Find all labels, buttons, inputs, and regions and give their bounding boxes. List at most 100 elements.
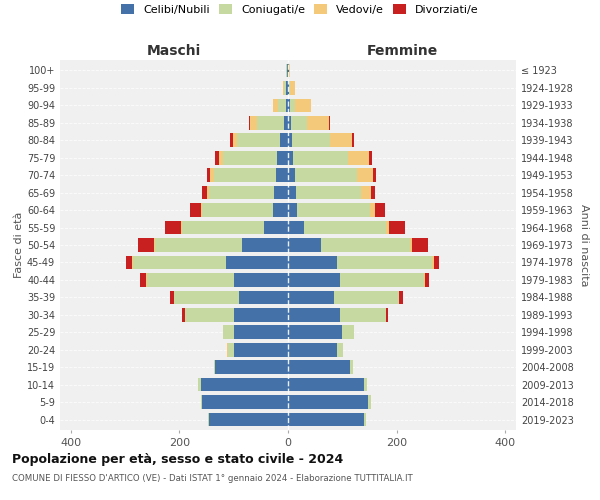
Bar — [218, 151, 223, 164]
Bar — [182, 308, 185, 322]
Bar — [288, 151, 293, 164]
Bar — [274, 98, 278, 112]
Bar — [320, 238, 410, 252]
Y-axis label: Anni di nascita: Anni di nascita — [579, 204, 589, 286]
Bar — [201, 204, 202, 217]
Bar — [199, 378, 201, 392]
Bar — [289, 64, 290, 78]
Bar — [288, 412, 364, 426]
Text: Popolazione per età, sesso e stato civile - 2024: Popolazione per età, sesso e stato civil… — [12, 452, 343, 466]
Bar — [304, 220, 386, 234]
Bar — [288, 273, 340, 286]
Bar — [215, 360, 288, 374]
Bar — [288, 360, 350, 374]
Bar — [386, 220, 389, 234]
Bar — [226, 256, 288, 270]
Bar — [207, 168, 211, 182]
Bar — [170, 290, 174, 304]
Bar — [239, 290, 288, 304]
Bar — [295, 168, 357, 182]
Bar — [209, 186, 274, 200]
Bar — [288, 308, 340, 322]
Bar — [291, 116, 307, 130]
Bar — [209, 412, 288, 426]
Bar — [273, 204, 288, 217]
Bar — [242, 238, 288, 252]
Bar — [182, 220, 263, 234]
Bar — [288, 98, 290, 112]
Legend: Celibi/Nubili, Coniugati/e, Vedovi/e, Divorziati/e: Celibi/Nubili, Coniugati/e, Vedovi/e, Di… — [118, 0, 482, 18]
Bar — [211, 168, 214, 182]
Bar — [288, 396, 368, 409]
Bar — [329, 116, 330, 130]
Bar — [140, 273, 146, 286]
Text: Maschi: Maschi — [147, 44, 201, 59]
Bar — [331, 134, 352, 147]
Bar — [425, 273, 429, 286]
Bar — [284, 116, 288, 130]
Bar — [274, 186, 288, 200]
Bar — [228, 343, 234, 356]
Bar — [277, 151, 288, 164]
Bar — [342, 326, 354, 339]
Bar — [373, 168, 376, 182]
Bar — [337, 343, 343, 356]
Bar — [202, 396, 288, 409]
Bar — [288, 290, 334, 304]
Bar — [154, 238, 155, 252]
Bar — [296, 186, 361, 200]
Bar — [207, 186, 209, 200]
Bar — [201, 378, 288, 392]
Bar — [234, 326, 288, 339]
Bar — [286, 81, 288, 94]
Bar — [202, 204, 273, 217]
Bar — [288, 168, 295, 182]
Bar — [190, 204, 201, 217]
Bar — [283, 81, 284, 94]
Bar — [250, 116, 257, 130]
Bar — [181, 220, 182, 234]
Bar — [399, 290, 403, 304]
Bar — [292, 134, 331, 147]
Bar — [185, 308, 234, 322]
Bar — [234, 343, 288, 356]
Bar — [234, 273, 288, 286]
Bar — [293, 151, 348, 164]
Bar — [307, 116, 329, 130]
Bar — [288, 378, 364, 392]
Bar — [146, 273, 147, 286]
Bar — [202, 186, 207, 200]
Bar — [257, 116, 284, 130]
Bar — [288, 204, 296, 217]
Bar — [288, 238, 320, 252]
Bar — [276, 168, 288, 182]
Bar — [357, 168, 373, 182]
Bar — [288, 134, 292, 147]
Bar — [234, 308, 288, 322]
Bar — [352, 134, 354, 147]
Bar — [386, 308, 388, 322]
Bar — [249, 116, 250, 130]
Bar — [214, 168, 276, 182]
Bar — [295, 98, 311, 112]
Bar — [165, 220, 181, 234]
Bar — [288, 116, 291, 130]
Bar — [296, 204, 370, 217]
Text: COMUNE DI FIESSO D'ARTICO (VE) - Dati ISTAT 1° gennaio 2024 - Elaborazione TUTTI: COMUNE DI FIESSO D'ARTICO (VE) - Dati IS… — [12, 474, 413, 483]
Bar — [412, 238, 428, 252]
Text: Femmine: Femmine — [367, 44, 437, 59]
Bar — [361, 186, 371, 200]
Bar — [340, 273, 424, 286]
Bar — [288, 256, 337, 270]
Bar — [223, 326, 234, 339]
Bar — [288, 220, 304, 234]
Bar — [334, 290, 399, 304]
Bar — [201, 396, 202, 409]
Bar — [147, 273, 234, 286]
Bar — [288, 81, 289, 94]
Bar — [263, 220, 288, 234]
Bar — [137, 238, 154, 252]
Bar — [424, 273, 425, 286]
Bar — [434, 256, 439, 270]
Bar — [125, 256, 132, 270]
